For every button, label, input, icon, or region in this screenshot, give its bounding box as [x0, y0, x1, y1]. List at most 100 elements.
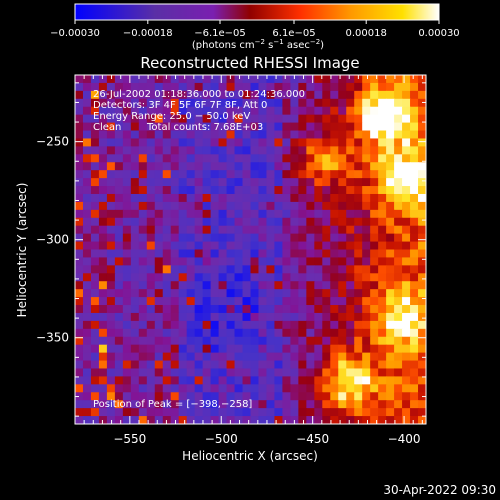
- heatmap-pixel: [250, 146, 260, 155]
- heatmap-pixel: [378, 193, 387, 203]
- heatmap-pixel: [370, 178, 379, 187]
- heatmap-pixel: [114, 90, 124, 100]
- heatmap-pixel: [218, 233, 228, 243]
- heatmap-pixel: [234, 98, 244, 108]
- heatmap-pixel: [226, 376, 236, 385]
- heatmap-pixel: [386, 186, 395, 195]
- heatmap-pixel: [210, 257, 220, 266]
- heatmap-pixel: [202, 178, 212, 187]
- heatmap-pixel: [242, 368, 252, 378]
- heatmap-pixel: [258, 376, 268, 385]
- heatmap-pixel: [330, 162, 339, 171]
- heatmap-pixel: [82, 297, 92, 306]
- heatmap-pixel: [210, 138, 220, 147]
- heatmap-pixel: [178, 368, 188, 378]
- heatmap-pixel: [314, 281, 323, 290]
- heatmap-pixel: [322, 320, 331, 330]
- heatmap-pixel: [146, 130, 156, 140]
- heatmap-pixel: [266, 312, 276, 322]
- heatmap-pixel: [202, 241, 212, 251]
- heatmap-pixel: [90, 162, 100, 171]
- heatmap-pixel: [170, 162, 180, 171]
- heatmap-pixel: [330, 320, 339, 330]
- heatmap-pixel: [122, 392, 132, 401]
- heatmap-pixel: [274, 400, 284, 409]
- heatmap-pixel: [258, 170, 268, 179]
- heatmap-pixel: [90, 336, 100, 346]
- heatmap-pixel: [186, 241, 196, 251]
- heatmap-pixel: [114, 336, 124, 346]
- heatmap-pixel: [98, 384, 108, 393]
- heatmap-pixel: [282, 384, 291, 393]
- heatmap-pixel: [298, 186, 307, 195]
- heatmap-pixel: [178, 320, 188, 330]
- heatmap-pixel: [178, 162, 188, 171]
- heatmap-pixel: [130, 344, 140, 354]
- heatmap-pixel: [266, 138, 276, 147]
- annotation-time-range: 26-Jul-2002 01:18:36.000 to 01:24:36.000: [93, 89, 305, 100]
- heatmap-pixel: [82, 368, 92, 378]
- heatmap-pixel: [282, 368, 291, 378]
- heatmap-pixel: [266, 233, 276, 243]
- heatmap-pixel: [362, 241, 371, 251]
- heatmap-pixel: [410, 273, 419, 282]
- heatmap-pixel: [130, 162, 140, 171]
- heatmap-pixel: [298, 193, 307, 203]
- heatmap-pixel: [170, 328, 180, 338]
- heatmap-pixel: [298, 82, 307, 92]
- heatmap-pixel: [346, 400, 355, 409]
- heatmap-pixel: [290, 154, 299, 163]
- heatmap-pixel: [82, 249, 92, 259]
- y-axis: −250−300−350: [36, 82, 426, 417]
- heatmap-pixel: [370, 392, 379, 401]
- heatmap-pixel: [322, 75, 331, 84]
- heatmap-pixel: [234, 416, 244, 424]
- heatmap-pixel: [266, 273, 276, 282]
- heatmap-pixel: [282, 312, 291, 322]
- heatmap-pixel: [418, 154, 426, 163]
- heatmap-pixel: [170, 130, 180, 140]
- heatmap-pixel: [250, 344, 260, 354]
- heatmap-pixel: [226, 162, 236, 171]
- heatmap-pixel: [258, 312, 268, 322]
- heatmap-pixel: [218, 305, 228, 314]
- heatmap-pixel: [82, 122, 92, 132]
- heatmap-pixel: [114, 154, 124, 163]
- heatmap-pixel: [410, 138, 419, 147]
- heatmap-pixel: [194, 209, 204, 219]
- heatmap-pixel: [234, 154, 244, 163]
- heatmap-pixel: [75, 265, 84, 274]
- heatmap-pixel: [186, 336, 196, 346]
- heatmap-pixel: [82, 106, 92, 116]
- heatmap-pixel: [162, 336, 172, 346]
- heatmap-pixel: [194, 82, 204, 92]
- heatmap-pixel: [146, 154, 156, 163]
- heatmap-pixel: [386, 106, 395, 116]
- heatmap-pixel: [402, 186, 411, 195]
- heatmap-pixel: [154, 82, 164, 92]
- heatmap-pixel: [330, 265, 339, 274]
- heatmap-pixel: [282, 209, 291, 219]
- heatmap-pixel: [218, 281, 228, 290]
- heatmap-pixel: [146, 201, 156, 211]
- heatmap-pixel: [146, 241, 156, 251]
- heatmap-pixel: [386, 114, 395, 124]
- heatmap-pixel: [370, 376, 379, 385]
- heatmap-pixel: [386, 162, 395, 171]
- heatmap-pixel: [410, 130, 419, 140]
- heatmap-pixel: [154, 249, 164, 259]
- heatmap-pixel: [338, 320, 347, 330]
- heatmap-pixel: [330, 281, 339, 290]
- heatmap-pixel: [114, 328, 124, 338]
- heatmap-pixel: [146, 328, 156, 338]
- heatmap-pixel: [258, 122, 268, 132]
- heatmap-pixel: [138, 376, 148, 385]
- heatmap-pixel: [330, 336, 339, 346]
- heatmap-pixel: [218, 257, 228, 266]
- heatmap-pixel: [194, 328, 204, 338]
- heatmap-pixel: [378, 106, 387, 116]
- heatmap-pixel: [386, 273, 395, 282]
- heatmap-pixel: [90, 241, 100, 251]
- heatmap-pixel: [282, 170, 291, 179]
- heatmap-pixel: [218, 209, 228, 219]
